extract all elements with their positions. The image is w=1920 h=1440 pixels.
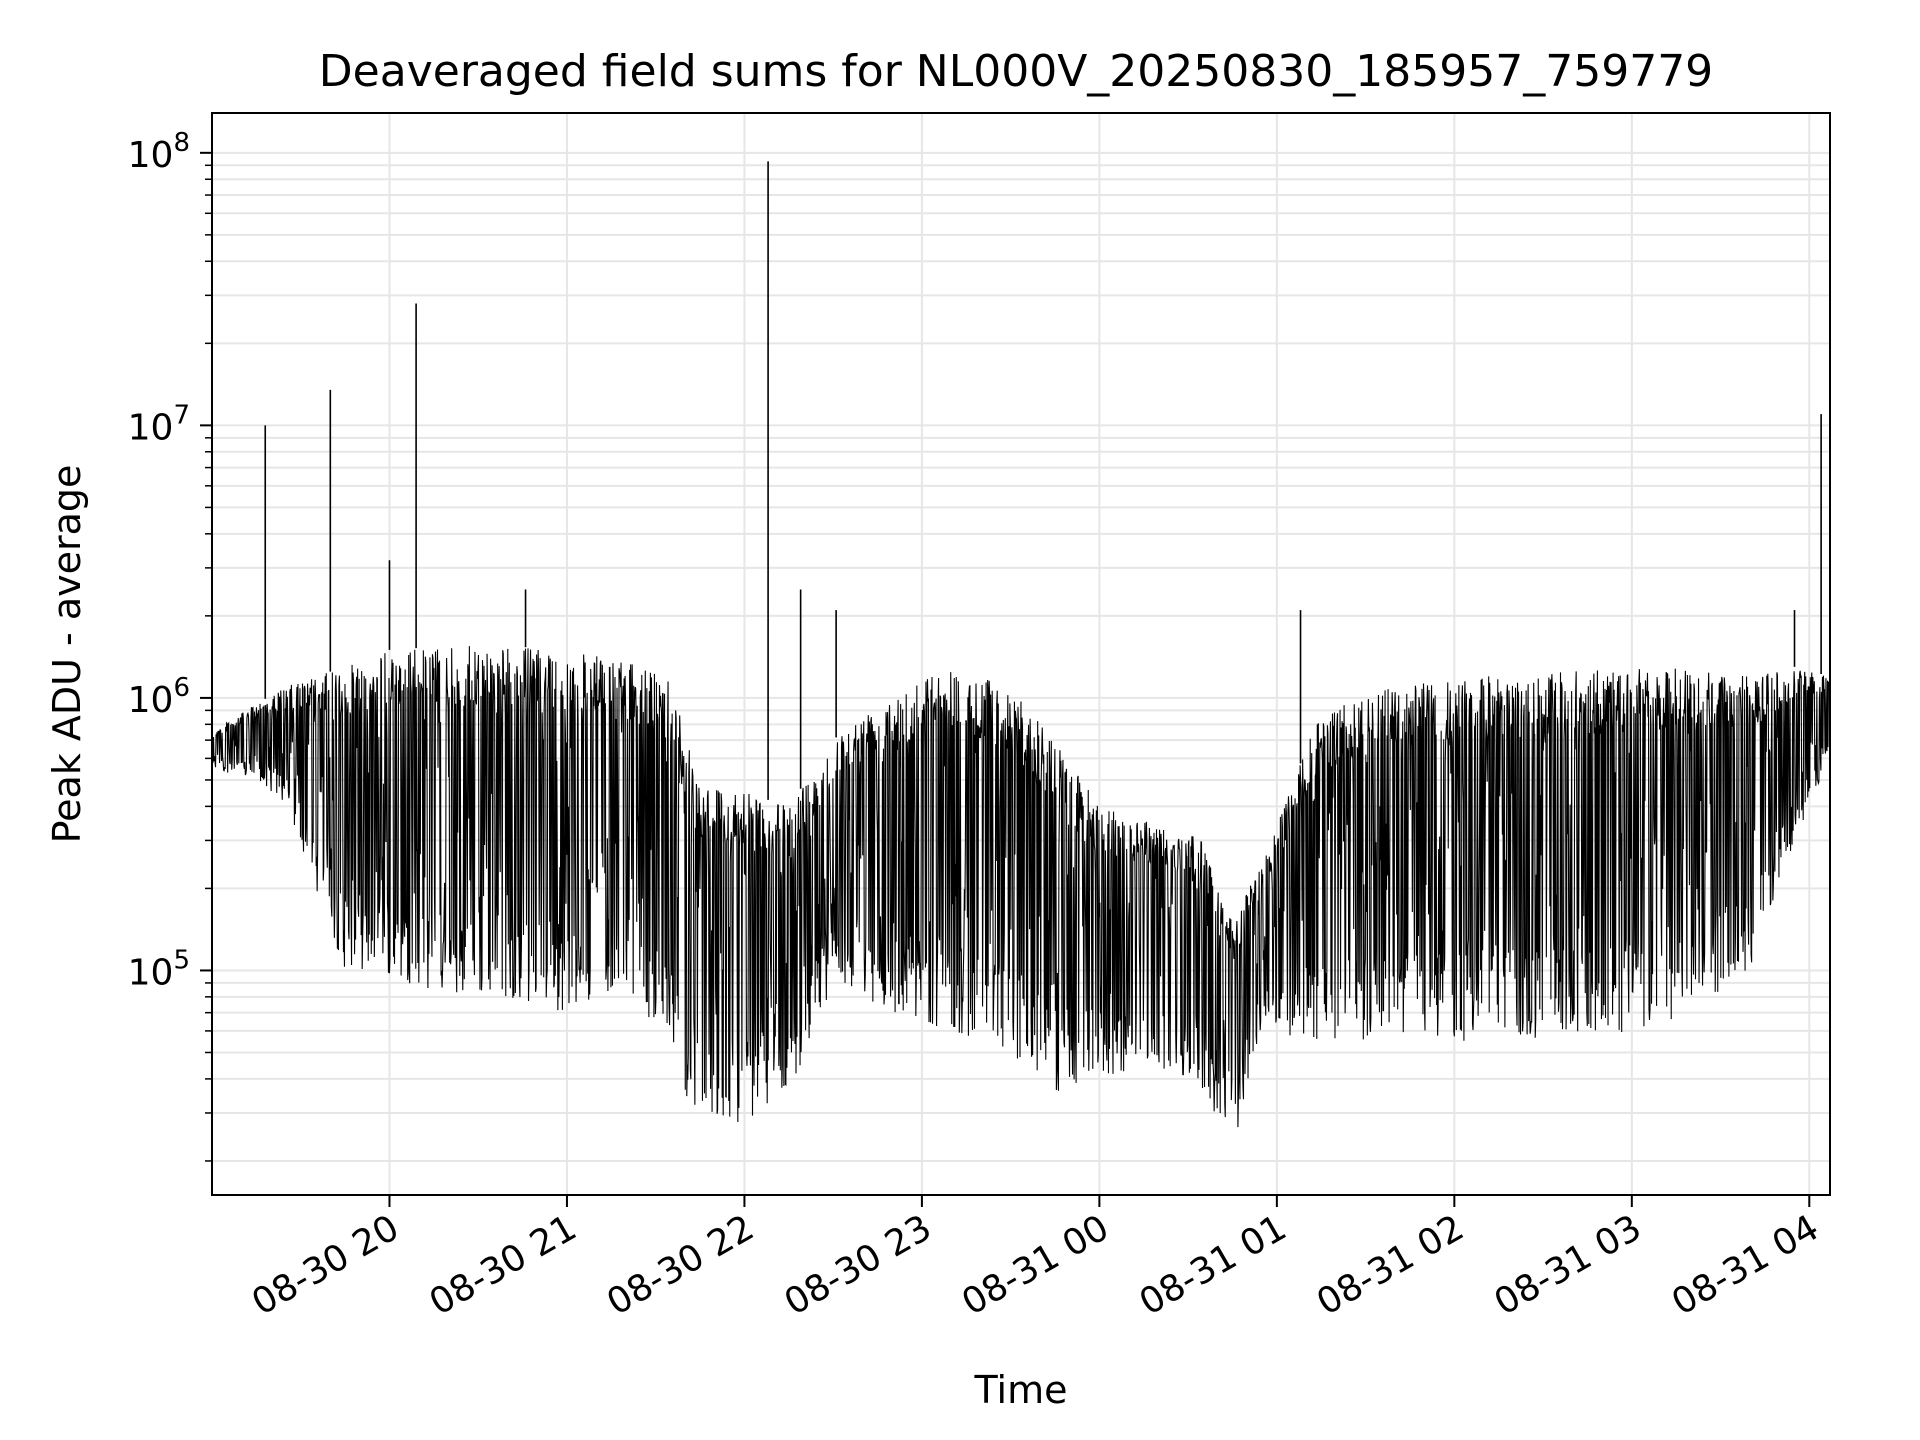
series-line [211,646,1831,1128]
x-tick-label: 08-30 22 [600,1207,761,1323]
chart-title: Deaveraged field sums for NL000V_2025083… [319,46,1713,97]
axes-frame [211,112,1831,1196]
y-tick-label: 105 [128,945,190,993]
y-tick-label: 107 [128,400,190,448]
x-axis-label: Time [974,1368,1068,1412]
y-tick-label: 106 [128,673,190,721]
y-axis: 105 106 107 108 [128,128,212,1162]
x-tick-label: 08-31 02 [1310,1207,1471,1323]
y-axis-label: Peak ADU - average [45,465,89,844]
plot-area [211,161,1831,1128]
x-tick-label: 08-30 23 [778,1207,939,1323]
grid [212,113,1830,1195]
x-tick-label: 08-30 20 [245,1207,406,1323]
x-axis: 08-30 20 08-30 21 08-30 22 08-30 23 08-31 00… [245,1195,1826,1324]
x-tick-label: 08-31 04 [1665,1207,1826,1323]
x-tick-label: 08-31 03 [1488,1207,1649,1323]
x-tick-label: 08-30 21 [423,1207,584,1323]
y-tick-label: 108 [128,128,190,176]
x-tick-label: 08-31 00 [955,1207,1116,1323]
x-tick-label: 08-31 01 [1133,1207,1294,1323]
